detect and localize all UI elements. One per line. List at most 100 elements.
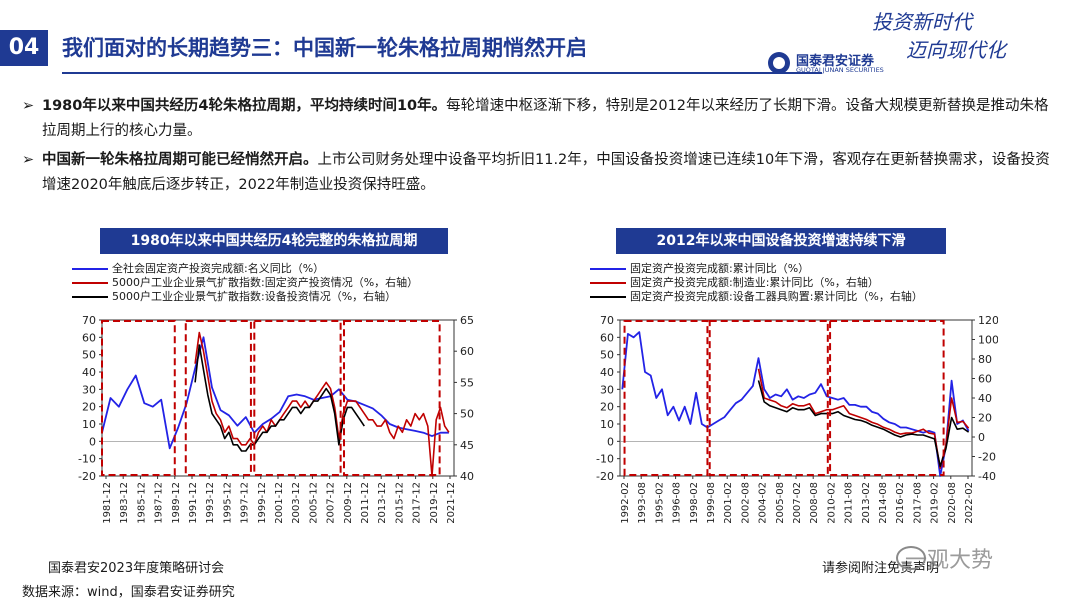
bullet-bold-text: 1980年以来中国共经历4轮朱格拉周期，平均持续时间10年。 — [42, 98, 447, 114]
left-tick-label: -20 — [596, 470, 614, 483]
right-tick-label: 100 — [978, 334, 998, 347]
legend-swatch — [590, 295, 626, 299]
x-tick-label: 2019-02 — [930, 482, 941, 524]
x-tick-label: 2019-12 — [429, 482, 440, 524]
x-tick-label: 2013-12 — [377, 482, 388, 524]
right-tick-label: -20 — [978, 451, 996, 464]
legend-item: 5000户工业企业景气扩散指数:固定资产投资情况（%，右轴） — [72, 276, 418, 290]
legend-item: 全社会固定资产投资完成额:名义同比（%） — [72, 262, 418, 276]
x-tick-label: 1989-12 — [171, 482, 182, 524]
x-tick-label: 2013-02 — [861, 482, 872, 524]
series-line-3 — [194, 344, 365, 452]
x-tick-label: 1996-08 — [672, 482, 683, 524]
legend-label: 5000户工业企业景气扩散指数:设备投资情况（%，右轴） — [112, 290, 397, 303]
right-tick-label: 65 — [460, 314, 474, 327]
x-tick-label: 1997-12 — [240, 482, 251, 524]
slogan-line2: 迈向现代化 — [906, 38, 1006, 62]
left-tick-label: 20 — [600, 401, 614, 414]
x-tick-label: 2020-08 — [947, 482, 958, 524]
left-tick-label: -10 — [596, 453, 614, 466]
x-tick-label: 2008-08 — [809, 482, 820, 524]
x-tick-label: 2017-08 — [912, 482, 923, 524]
x-tick-label: 1991-12 — [188, 482, 199, 524]
cycle-box — [623, 320, 709, 476]
company-logo: 国泰君安证券 GUOTAI JUNAN SECURITIES — [768, 50, 944, 76]
series-line-3 — [757, 380, 970, 468]
legend-label: 全社会固定资产投资完成额:名义同比（%） — [112, 262, 325, 275]
bullet-item: ➢ 1980年以来中国共经历4轮朱格拉周期，平均持续时间10年。每轮增速中枢逐渐… — [22, 94, 1062, 144]
right-tick-label: 40 — [460, 470, 474, 483]
series-line-2 — [757, 368, 970, 469]
x-tick-label: 2002-08 — [740, 482, 751, 524]
slogan-line1: 投资新时代 — [872, 10, 972, 34]
right-tick-label: 20 — [978, 412, 992, 425]
left-tick-label: 30 — [82, 383, 96, 396]
left-tick-label: 50 — [600, 349, 614, 362]
watermark: 一观大势 — [905, 548, 994, 573]
left-tick-label: 0 — [607, 435, 614, 448]
page-title: 我们面对的长期趋势三：中国新一轮朱格拉周期悄然开启 — [62, 36, 587, 60]
left-tick-label: 60 — [82, 331, 96, 344]
left-tick-label: 40 — [600, 366, 614, 379]
x-tick-label: 2017-12 — [412, 482, 423, 524]
right-tick-label: 55 — [460, 376, 474, 389]
left-tick-label: 0 — [89, 435, 96, 448]
x-tick-label: 2007-02 — [792, 482, 803, 524]
x-tick-label: 1995-02 — [654, 482, 665, 524]
legend-swatch — [72, 281, 108, 285]
left-tick-label: 10 — [82, 418, 96, 431]
title-underline — [62, 72, 822, 74]
x-tick-label: 1993-12 — [205, 482, 216, 524]
chart1-legend: 全社会固定资产投资完成额:名义同比（%） 5000户工业企业景气扩散指数:固定资… — [72, 262, 418, 304]
left-tick-label: 60 — [600, 331, 614, 344]
x-tick-label: 2003-12 — [291, 482, 302, 524]
x-tick-label: 2022-02 — [964, 482, 975, 524]
x-tick-label: 1995-12 — [222, 482, 233, 524]
right-tick-label: 120 — [978, 314, 998, 327]
x-tick-label: 2010-02 — [826, 482, 837, 524]
left-tick-label: 20 — [82, 401, 96, 414]
right-tick-label: 80 — [978, 353, 992, 366]
left-tick-label: 40 — [82, 366, 96, 379]
legend-swatch — [590, 281, 626, 285]
x-tick-label: 2015-12 — [394, 482, 405, 524]
x-tick-label: 2016-02 — [895, 482, 906, 524]
legend-swatch — [72, 295, 108, 299]
header: 04 我们面对的长期趋势三：中国新一轮朱格拉周期悄然开启 投资新时代 迈向现代化… — [0, 0, 1080, 82]
series-line-2 — [194, 331, 450, 477]
left-tick-label: 50 — [82, 349, 96, 362]
left-tick-label: -20 — [78, 470, 96, 483]
right-tick-label: 60 — [460, 345, 474, 358]
left-tick-label: -10 — [78, 453, 96, 466]
x-tick-label: 2001-12 — [274, 482, 285, 524]
series-line-1 — [621, 331, 970, 477]
legend-item: 固定资产投资完成额:累计同比（%） — [590, 262, 923, 276]
x-tick-label: 2005-08 — [775, 482, 786, 524]
right-tick-label: 45 — [460, 439, 474, 452]
bullet-bold-text: 中国新一轮朱格拉周期可能已经悄然开启。 — [42, 152, 318, 168]
legend-label: 固定资产投资完成额:累计同比（%） — [630, 262, 810, 275]
wechat-icon — [896, 546, 926, 570]
bullet-text: 每轮增速中枢逐渐下移，特别是2012年以来经历了长期下滑。设备大规模更新替换是推… — [42, 98, 1049, 139]
legend-item: 固定资产投资完成额:制造业:累计同比（%，右轴） — [590, 276, 923, 290]
x-tick-label: 2021-12 — [446, 482, 457, 524]
left-tick-label: 70 — [82, 314, 96, 327]
chart1-title: 1980年以来中国共经历4轮完整的朱格拉周期 — [100, 228, 448, 254]
cycle-box — [708, 320, 829, 476]
left-tick-label: 70 — [600, 314, 614, 327]
x-tick-label: 1987-12 — [154, 482, 165, 524]
x-tick-label: 1999-08 — [706, 482, 717, 524]
x-tick-label: 2009-12 — [343, 482, 354, 524]
series-line-1 — [101, 336, 449, 450]
x-tick-label: 2001-02 — [723, 482, 734, 524]
right-tick-label: 0 — [978, 431, 985, 444]
logo-cn-text: 国泰君安证券 — [796, 54, 875, 69]
x-tick-label: 2011-08 — [844, 482, 855, 524]
bullet-item: ➢ 中国新一轮朱格拉周期可能已经悄然开启。上市公司财务处理中设备平均折旧11.2… — [22, 148, 1062, 198]
x-tick-label: 1998-02 — [689, 482, 700, 524]
x-tick-label: 2004-02 — [758, 482, 769, 524]
logo-mark-icon — [768, 52, 790, 74]
right-tick-label: 40 — [978, 392, 992, 405]
footer-source: 数据来源：wind，国泰君安证券研究 — [22, 585, 235, 600]
x-tick-label: 1983-12 — [119, 482, 130, 524]
